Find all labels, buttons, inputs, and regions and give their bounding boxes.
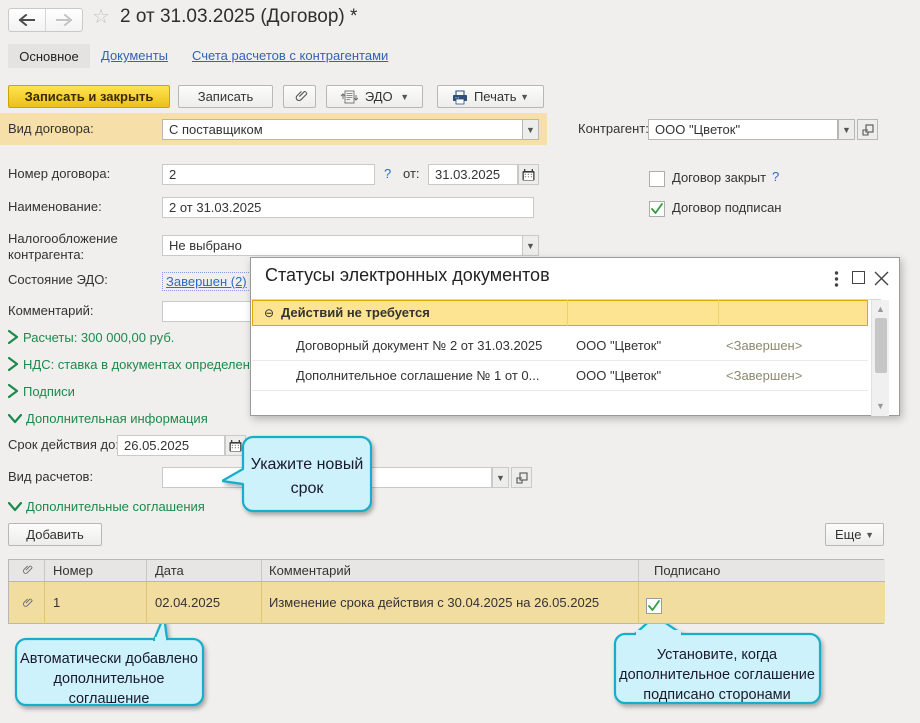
svg-text:Установите, когда: Установите, когда — [657, 647, 778, 663]
svg-text:срок: срок — [291, 480, 325, 497]
svg-text:соглашение: соглашение — [69, 691, 150, 707]
svg-text:Укажите новый: Укажите новый — [251, 456, 364, 473]
svg-text:дополнительное соглашение: дополнительное соглашение — [619, 667, 815, 683]
svg-text:Автоматически добавлено: Автоматически добавлено — [20, 651, 198, 667]
svg-text:дополнительное: дополнительное — [54, 671, 165, 687]
svg-text:подписано сторонами: подписано сторонами — [643, 687, 791, 703]
